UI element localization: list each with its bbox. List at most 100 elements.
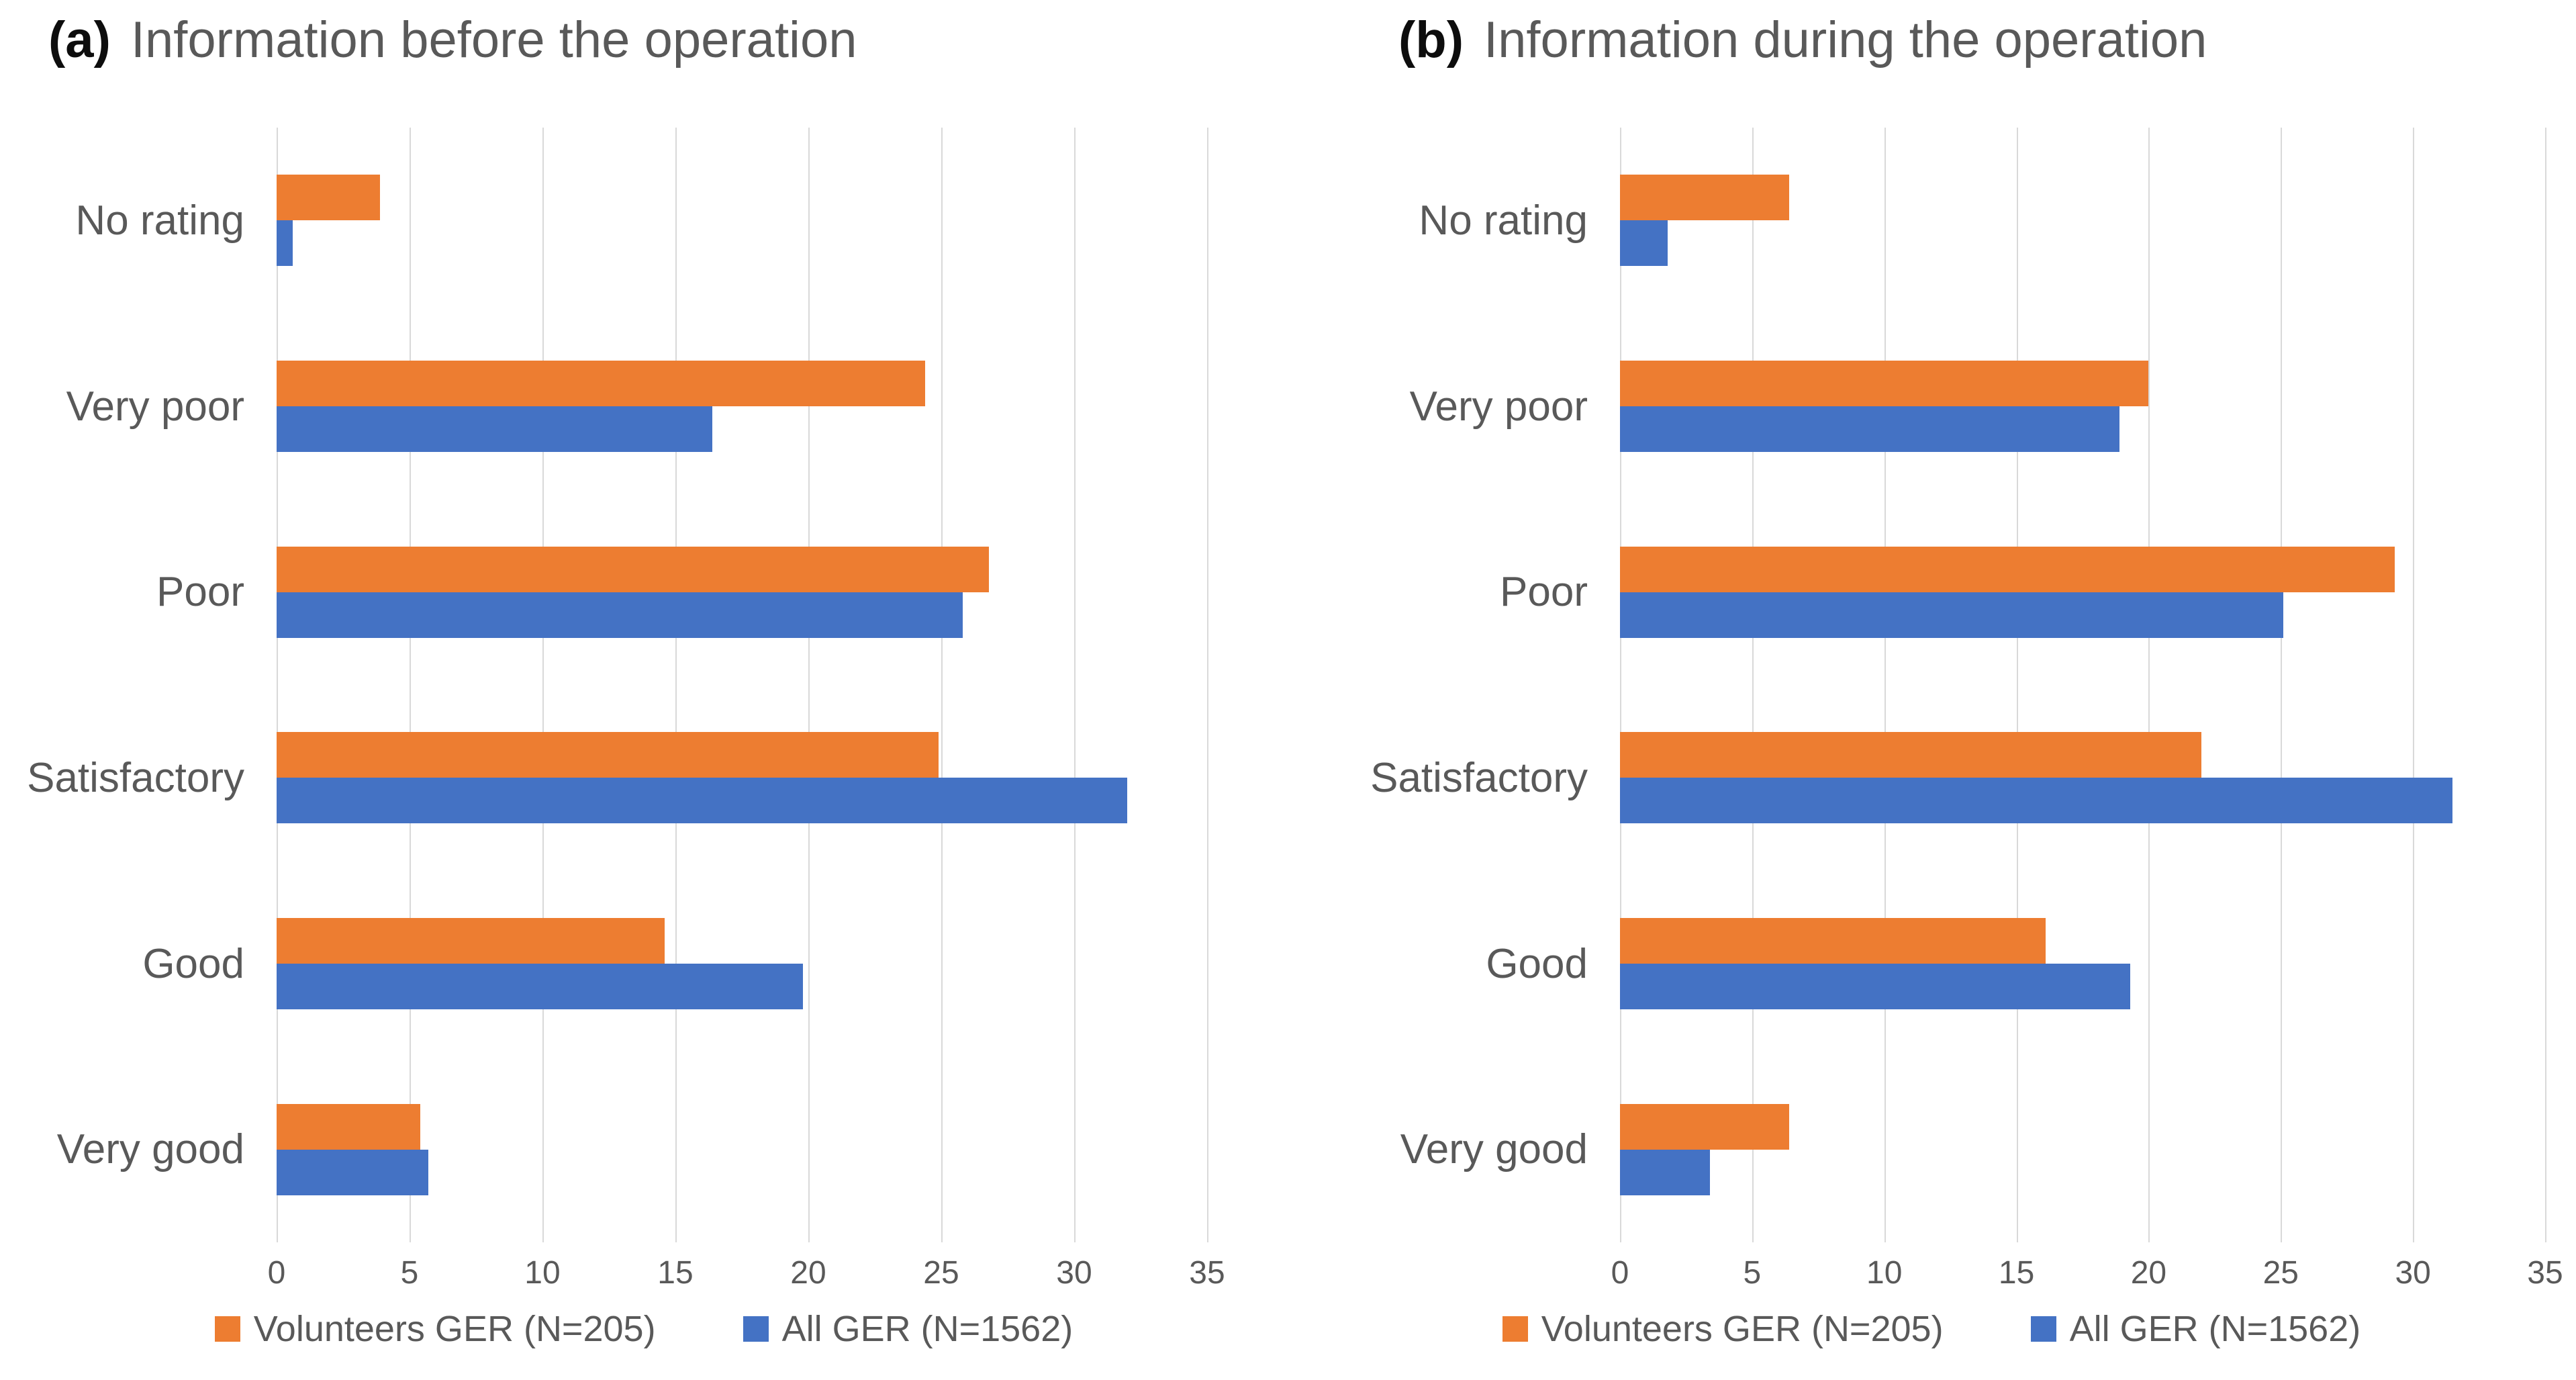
x-tick-label: 25: [2262, 1255, 2299, 1291]
bar: [1620, 778, 2453, 824]
bar: [277, 732, 939, 778]
panel-a-label: (a): [48, 11, 111, 68]
chart-b-title: (b) Information during the operation: [1398, 11, 2207, 69]
bar: [277, 546, 990, 592]
category-label: Poor: [1500, 569, 1588, 616]
bar: [1620, 175, 1789, 221]
bar: [1620, 918, 2046, 964]
bar-group: [277, 499, 1207, 685]
chart-panel-b: (b) Information during the operation No r…: [1288, 0, 2575, 1380]
bar-group: [1620, 871, 2545, 1057]
category-label: Poor: [156, 569, 244, 616]
bar: [1620, 592, 2284, 638]
x-tick-label: 10: [524, 1255, 561, 1291]
legend-label: Volunteers GER (N=205): [253, 1309, 656, 1349]
gridline: [542, 128, 544, 1242]
bar: [277, 175, 381, 221]
x-tick-label: 35: [2527, 1255, 2563, 1291]
bar: [277, 1149, 428, 1195]
gridline: [2148, 128, 2150, 1242]
gridline: [277, 128, 278, 1242]
x-tick-label: 35: [1189, 1255, 1225, 1291]
chart-a-title-text: Information before the operation: [130, 11, 857, 68]
bar-group: [277, 871, 1207, 1057]
category-label: Very good: [56, 1126, 244, 1173]
bar-group: [277, 685, 1207, 871]
bar: [1620, 361, 2149, 406]
chart-a-title: (a) Information before the operation: [48, 11, 857, 69]
gridline: [1884, 128, 1886, 1242]
gridline: [1074, 128, 1076, 1242]
chart-b-x-axis: 0 5 10 15 20 25 30 35: [1611, 1254, 2563, 1301]
gridline: [1207, 128, 1208, 1242]
bar-group: [277, 1056, 1207, 1242]
gridline: [1752, 128, 1754, 1242]
legend-label: Volunteers GER (N=205): [1541, 1309, 1944, 1349]
bar: [1620, 1149, 1710, 1195]
legend-swatch: [743, 1316, 769, 1342]
chart-a-legend: Volunteers GER (N=205) All GER (N=1562): [0, 1308, 1288, 1350]
bar: [277, 220, 293, 267]
bar: [277, 1103, 420, 1150]
gridline: [941, 128, 943, 1242]
gridline: [2281, 128, 2283, 1242]
x-tick-label: 5: [1743, 1255, 1762, 1291]
bar: [1620, 546, 2395, 592]
gridline: [410, 128, 411, 1242]
legend-item: Volunteers GER (N=205): [1502, 1308, 1944, 1350]
bar: [277, 778, 1128, 824]
gridline: [675, 128, 677, 1242]
gridline: [2545, 128, 2546, 1242]
x-tick-label: 15: [1998, 1255, 2035, 1291]
panel-b-label: (b): [1398, 11, 1464, 68]
x-tick-label: 20: [2130, 1255, 2167, 1291]
bar: [277, 918, 665, 964]
chart-a-plot-area: [277, 128, 1208, 1242]
chart-a-x-axis: 0 5 10 15 20 25 30 35: [268, 1254, 1225, 1301]
legend-item: Volunteers GER (N=205): [214, 1308, 656, 1350]
x-tick-label: 20: [790, 1255, 826, 1291]
x-tick-label: 5: [400, 1255, 419, 1291]
chart-b-legend: Volunteers GER (N=205) All GER (N=1562): [1288, 1308, 2575, 1350]
category-label: No rating: [75, 197, 244, 244]
x-tick-label: 0: [1611, 1255, 1629, 1291]
x-tick-label: 15: [657, 1255, 694, 1291]
bar-group: [1620, 1056, 2545, 1242]
bar-group: [277, 314, 1207, 500]
bar-group: [1620, 499, 2545, 685]
bar: [1620, 964, 2130, 1010]
legend-label: All GER (N=1562): [2069, 1309, 2361, 1349]
category-label: Satisfactory: [27, 754, 244, 801]
legend-item: All GER (N=1562): [743, 1308, 1074, 1350]
legend-label: All GER (N=1562): [781, 1309, 1074, 1349]
category-label: Very poor: [1409, 383, 1588, 430]
x-tick-label: 30: [1056, 1255, 1092, 1291]
bar: [1620, 1103, 1789, 1150]
bar-group: [277, 128, 1207, 314]
category-label: Good: [142, 940, 244, 987]
category-label: Good: [1486, 940, 1588, 987]
chart-b-title-text: Information during the operation: [1484, 11, 2207, 68]
bar-group: [1620, 128, 2545, 314]
gridline: [2413, 128, 2415, 1242]
x-tick-label: 10: [1866, 1255, 1903, 1291]
legend-swatch: [1502, 1316, 1528, 1342]
category-label: Very good: [1400, 1126, 1588, 1173]
bar: [1620, 220, 1668, 267]
x-tick-label: 25: [923, 1255, 959, 1291]
bar: [1620, 732, 2202, 778]
chart-b-plot-area: [1620, 128, 2546, 1242]
category-label: Satisfactory: [1370, 754, 1588, 801]
legend-swatch: [2030, 1316, 2056, 1342]
bar: [277, 361, 926, 406]
category-label: Very poor: [66, 383, 244, 430]
gridline: [808, 128, 810, 1242]
chart-a-category-labels: No rating Very poor Poor Satisfactory Good Ve…: [0, 128, 277, 1242]
bar: [277, 592, 963, 638]
bar-group: [1620, 314, 2545, 500]
legend-item: All GER (N=1562): [2030, 1308, 2361, 1350]
bar: [277, 964, 804, 1010]
bar-group: [1620, 685, 2545, 871]
legend-swatch: [214, 1316, 240, 1342]
